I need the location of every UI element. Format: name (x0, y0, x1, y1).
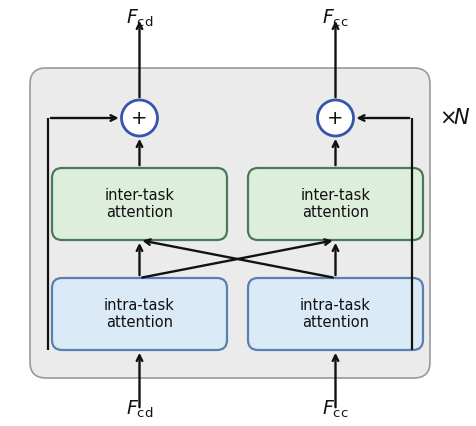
Text: $\times\!N$: $\times\!N$ (439, 108, 471, 128)
Text: $F_{\mathrm{cd}}$: $F_{\mathrm{cd}}$ (126, 8, 153, 29)
Text: intra-task
attention: intra-task attention (300, 298, 371, 330)
Circle shape (121, 100, 158, 136)
FancyBboxPatch shape (248, 278, 423, 350)
Text: +: + (327, 109, 344, 127)
Circle shape (317, 100, 354, 136)
FancyBboxPatch shape (52, 168, 227, 240)
Text: $F_{\mathrm{cd}}$: $F_{\mathrm{cd}}$ (126, 399, 153, 420)
FancyBboxPatch shape (248, 168, 423, 240)
FancyBboxPatch shape (52, 278, 227, 350)
Text: inter-task
attention: inter-task attention (105, 188, 175, 220)
Text: $F_{\mathrm{cc}}$: $F_{\mathrm{cc}}$ (322, 8, 349, 29)
FancyBboxPatch shape (30, 68, 430, 378)
Text: intra-task
attention: intra-task attention (104, 298, 175, 330)
Text: inter-task
attention: inter-task attention (300, 188, 370, 220)
Text: $F_{\mathrm{cc}}$: $F_{\mathrm{cc}}$ (322, 399, 349, 420)
Text: +: + (131, 109, 148, 127)
